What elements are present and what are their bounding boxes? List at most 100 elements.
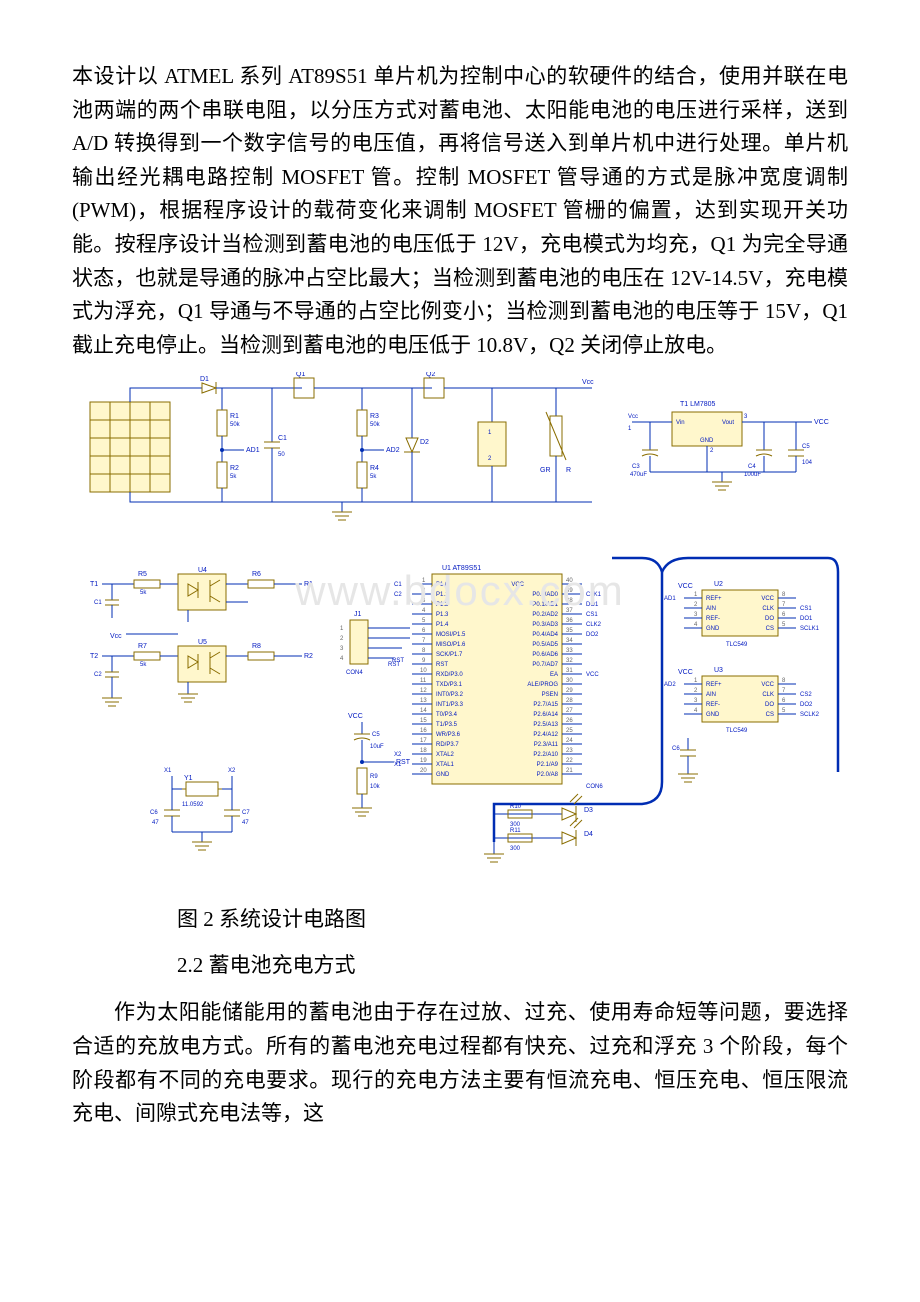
svg-text:50k: 50k (230, 422, 241, 428)
svg-text:DO1: DO1 (800, 616, 813, 622)
svg-text:CS1: CS1 (800, 606, 812, 612)
svg-text:T0/P3.4: T0/P3.4 (436, 712, 458, 718)
svg-text:P2.3/A11: P2.3/A11 (534, 742, 559, 748)
svg-text:5k: 5k (140, 590, 147, 596)
body-paragraph-2: 作为太阳能储能用的蓄电池由于存在过放、过充、使用寿命短等问题，要选择合适的充放电… (72, 996, 848, 1130)
svg-text:SCK/P1.7: SCK/P1.7 (436, 652, 463, 658)
svg-text:39: 39 (566, 588, 573, 594)
svg-text:INT1/P3.3: INT1/P3.3 (436, 702, 464, 708)
svg-text:REF-: REF- (706, 616, 720, 622)
solar-panel (90, 402, 170, 492)
svg-text:VCC: VCC (511, 582, 524, 588)
divider-2: R3 50k AD2 R4 5k (357, 388, 400, 502)
svg-text:R9: R9 (370, 774, 378, 780)
regulator-lm7805: T1 LM7805 Vin Vout GND Vcc 1 VCC 3 2 C3 … (628, 401, 829, 490)
svg-text:TLC549: TLC549 (726, 728, 748, 734)
svg-text:31: 31 (566, 668, 573, 674)
led-d3: R10 300 D3 (494, 794, 593, 828)
ground-icon (332, 502, 352, 520)
svg-text:2: 2 (422, 588, 426, 594)
svg-text:3: 3 (694, 612, 698, 618)
zener-d2-icon: D2 (404, 388, 429, 502)
svg-text:C5: C5 (802, 444, 810, 450)
svg-text:C2: C2 (94, 672, 102, 678)
svg-text:P2.1/A9: P2.1/A9 (537, 762, 559, 768)
mosfet-q2-icon: Q2 (424, 372, 444, 398)
svg-text:P0.7/AD7: P0.7/AD7 (532, 662, 558, 668)
optocoupler-u5: T2 R7 5k U5 C2 R8 R2 Vcc (90, 633, 313, 690)
svg-text:11.0592: 11.0592 (182, 802, 204, 808)
svg-text:X2: X2 (228, 768, 236, 774)
svg-text:Q2: Q2 (426, 372, 435, 378)
svg-text:32: 32 (566, 658, 573, 664)
svg-text:REF+: REF+ (706, 596, 722, 602)
svg-text:R3: R3 (370, 413, 379, 420)
svg-text:Q1: Q1 (296, 372, 305, 378)
svg-text:U4: U4 (198, 567, 207, 574)
svg-text:10k: 10k (370, 784, 381, 790)
svg-text:P0.5/AD5: P0.5/AD5 (532, 642, 558, 648)
svg-text:16: 16 (420, 728, 427, 734)
svg-text:P0.4/AD4: P0.4/AD4 (532, 632, 558, 638)
svg-text:9: 9 (422, 658, 426, 664)
svg-text:470uF: 470uF (630, 472, 647, 478)
svg-text:R5: R5 (138, 571, 147, 578)
ground-icon (102, 690, 122, 706)
svg-text:U3: U3 (714, 667, 723, 674)
svg-text:TXD/P3.1: TXD/P3.1 (436, 682, 463, 688)
figure-caption: 图 2 系统设计电路图 (72, 898, 848, 940)
svg-text:26: 26 (566, 718, 573, 724)
svg-text:18: 18 (420, 748, 427, 754)
svg-text:RD/P3.7: RD/P3.7 (436, 742, 459, 748)
svg-text:2: 2 (710, 448, 714, 454)
svg-text:R2: R2 (230, 465, 239, 472)
svg-text:24: 24 (566, 738, 573, 744)
svg-text:U1 AT89S51: U1 AT89S51 (442, 565, 481, 572)
svg-text:CON6: CON6 (586, 784, 603, 790)
svg-text:1: 1 (694, 592, 698, 598)
svg-text:2: 2 (694, 602, 698, 608)
svg-text:5k: 5k (370, 474, 377, 480)
svg-text:23: 23 (566, 748, 573, 754)
svg-text:8: 8 (782, 592, 786, 598)
svg-text:5: 5 (422, 618, 426, 624)
ground-icon (678, 768, 698, 782)
svg-text:DO2: DO2 (800, 702, 813, 708)
svg-text:CS: CS (766, 712, 774, 718)
svg-text:REF+: REF+ (706, 682, 722, 688)
svg-text:ALE/PROG: ALE/PROG (527, 682, 558, 688)
svg-text:50k: 50k (370, 422, 381, 428)
svg-text:SCLK2: SCLK2 (800, 712, 820, 718)
svg-text:VCC: VCC (678, 669, 693, 676)
svg-text:P1.4: P1.4 (436, 622, 449, 628)
svg-text:C1: C1 (394, 582, 402, 588)
svg-text:J1: J1 (354, 611, 362, 618)
svg-text:VCC: VCC (678, 583, 693, 590)
crystal-y1: X1 X2 Y1 11.0592 C6 47 C7 47 (150, 768, 250, 850)
adc-u3-tlc549: U3 VCC 1REF+AD2 2AIN 3REF- 4GND 8VCC 7CL… (664, 667, 820, 734)
svg-text:XTAL1: XTAL1 (436, 762, 455, 768)
svg-text:X2: X2 (394, 752, 402, 758)
svg-text:Y1: Y1 (184, 775, 193, 782)
svg-text:XTAL2: XTAL2 (436, 752, 455, 758)
svg-text:C7: C7 (242, 810, 250, 816)
svg-text:P0.3/AD3: P0.3/AD3 (532, 622, 558, 628)
svg-text:15: 15 (420, 718, 427, 724)
svg-text:AD1: AD1 (664, 596, 676, 602)
svg-text:P0.2/AD2: P0.2/AD2 (532, 612, 558, 618)
mosfet-q1-icon: Q1 (294, 372, 314, 398)
svg-text:CON4: CON4 (346, 670, 363, 676)
svg-text:U5: U5 (198, 639, 207, 646)
svg-text:WR/P3.6: WR/P3.6 (436, 732, 461, 738)
svg-text:P2.4/A12: P2.4/A12 (533, 732, 558, 738)
svg-text:P0.0/AD0: P0.0/AD0 (532, 592, 558, 598)
svg-text:P2.5/A13: P2.5/A13 (533, 722, 558, 728)
svg-text:1: 1 (422, 578, 426, 584)
svg-text:100uF: 100uF (744, 472, 761, 478)
svg-text:35: 35 (566, 628, 573, 634)
svg-text:GND: GND (436, 772, 450, 778)
svg-text:D4: D4 (584, 831, 593, 838)
svg-text:40: 40 (566, 578, 573, 584)
svg-text:37: 37 (566, 608, 573, 614)
svg-text:GND: GND (700, 438, 714, 444)
